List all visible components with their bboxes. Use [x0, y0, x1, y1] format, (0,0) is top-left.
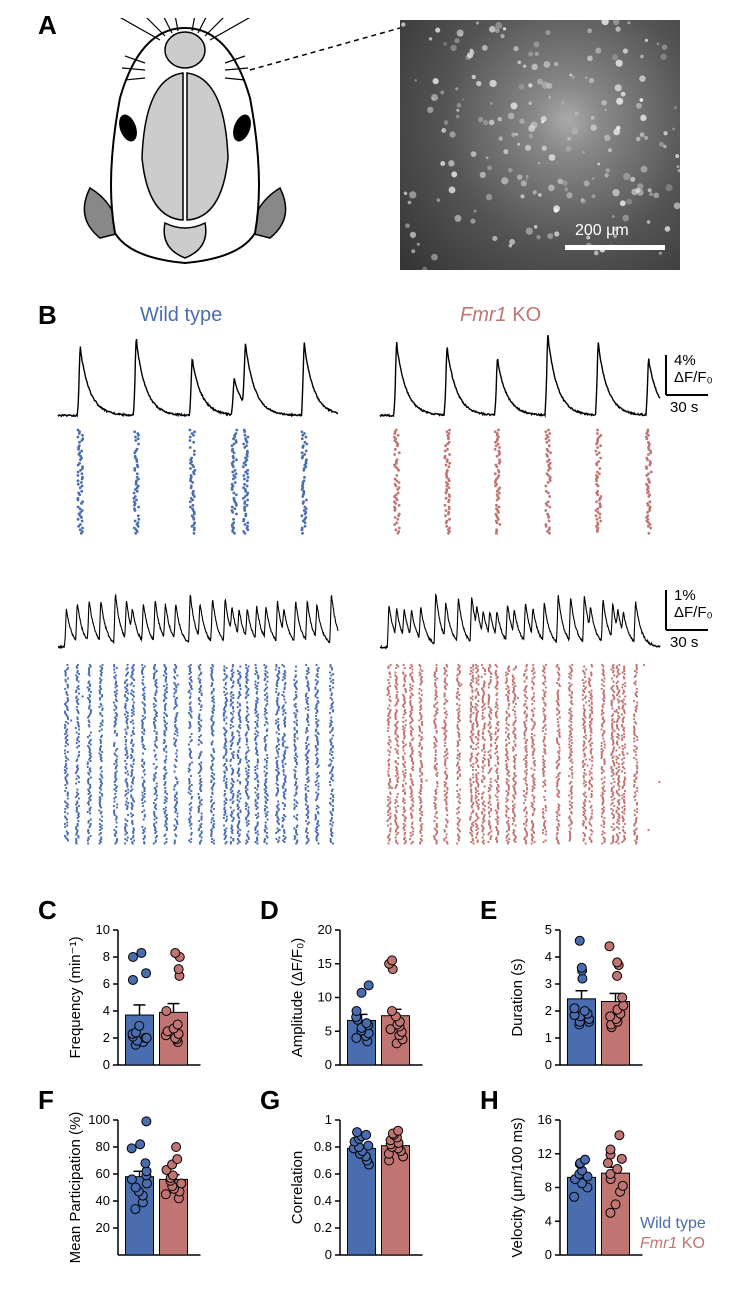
svg-text:ΔF/F₀: ΔF/F₀	[674, 604, 713, 621]
chart-participation: 20406080100Mean Participation (%)	[63, 1110, 243, 1270]
panel-label-g: G	[260, 1085, 280, 1116]
panel-label-c: C	[38, 895, 57, 926]
svg-text:30 s: 30 s	[670, 399, 698, 416]
panel-label-h: H	[480, 1085, 499, 1116]
svg-text:4%: 4%	[674, 352, 696, 369]
chart-frequency: 0246810Frequency (min⁻¹)	[63, 920, 243, 1080]
legend-wt: Wild type	[640, 1215, 706, 1233]
chart-correlation: 00.20.40.60.81Correlation	[285, 1110, 465, 1270]
panel-label-d: D	[260, 895, 279, 926]
panel-b-traces: 4%ΔF/F₀30 s1%ΔF/F₀30 s	[0, 0, 739, 880]
chart-duration: 012345Duration (s)	[505, 920, 685, 1080]
svg-text:30 s: 30 s	[670, 634, 698, 651]
svg-text:ΔF/F₀: ΔF/F₀	[674, 369, 713, 386]
panel-label-e: E	[480, 895, 497, 926]
svg-text:1%: 1%	[674, 587, 696, 604]
legend-ko: Fmr1 KO	[640, 1235, 705, 1253]
chart-amplitude: 05101520Amplitude (ΔF/F₀)	[285, 920, 465, 1080]
panel-label-f: F	[38, 1085, 54, 1116]
